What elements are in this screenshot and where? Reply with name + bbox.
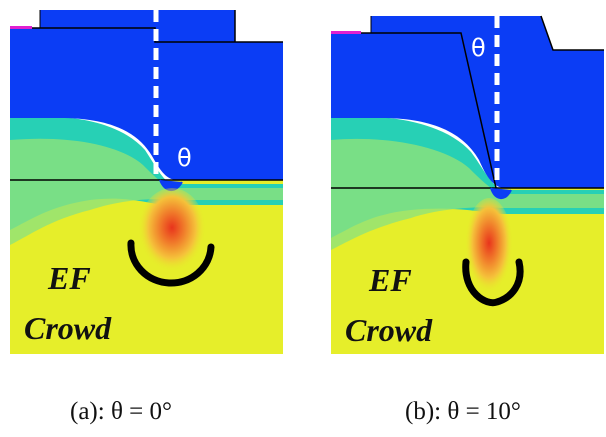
panel-a: θ EF Crowd — [10, 0, 283, 354]
panel-a-upper-region — [10, 10, 283, 180]
panel-b-crowd-arc — [462, 258, 524, 307]
panel-a-ef-crowd-hotspot — [138, 188, 206, 276]
panel-b-crowd-label-line2: Crowd — [345, 312, 433, 348]
panel-a-field-plot — [10, 0, 283, 354]
panel-a-crowd-label-line1: EF — [48, 260, 91, 296]
panel-b-ef-crowd-hotspot — [465, 198, 513, 298]
panel-b-field-plot — [331, 0, 604, 354]
panel-a-crowd-arc — [127, 239, 215, 287]
caption-a: (a): θ = 0° — [70, 398, 173, 425]
panel-b: θ EF Crowd — [331, 0, 604, 354]
panel-b-upper-region — [331, 16, 604, 188]
panel-b-theta-label: θ — [471, 34, 486, 62]
caption-b: (b): θ = 10° — [405, 398, 521, 425]
panel-a-theta-label: θ — [177, 144, 192, 172]
panel-a-crowd-label-line2: Crowd — [24, 310, 112, 346]
panel-b-crowd-label-line1: EF — [369, 262, 412, 298]
